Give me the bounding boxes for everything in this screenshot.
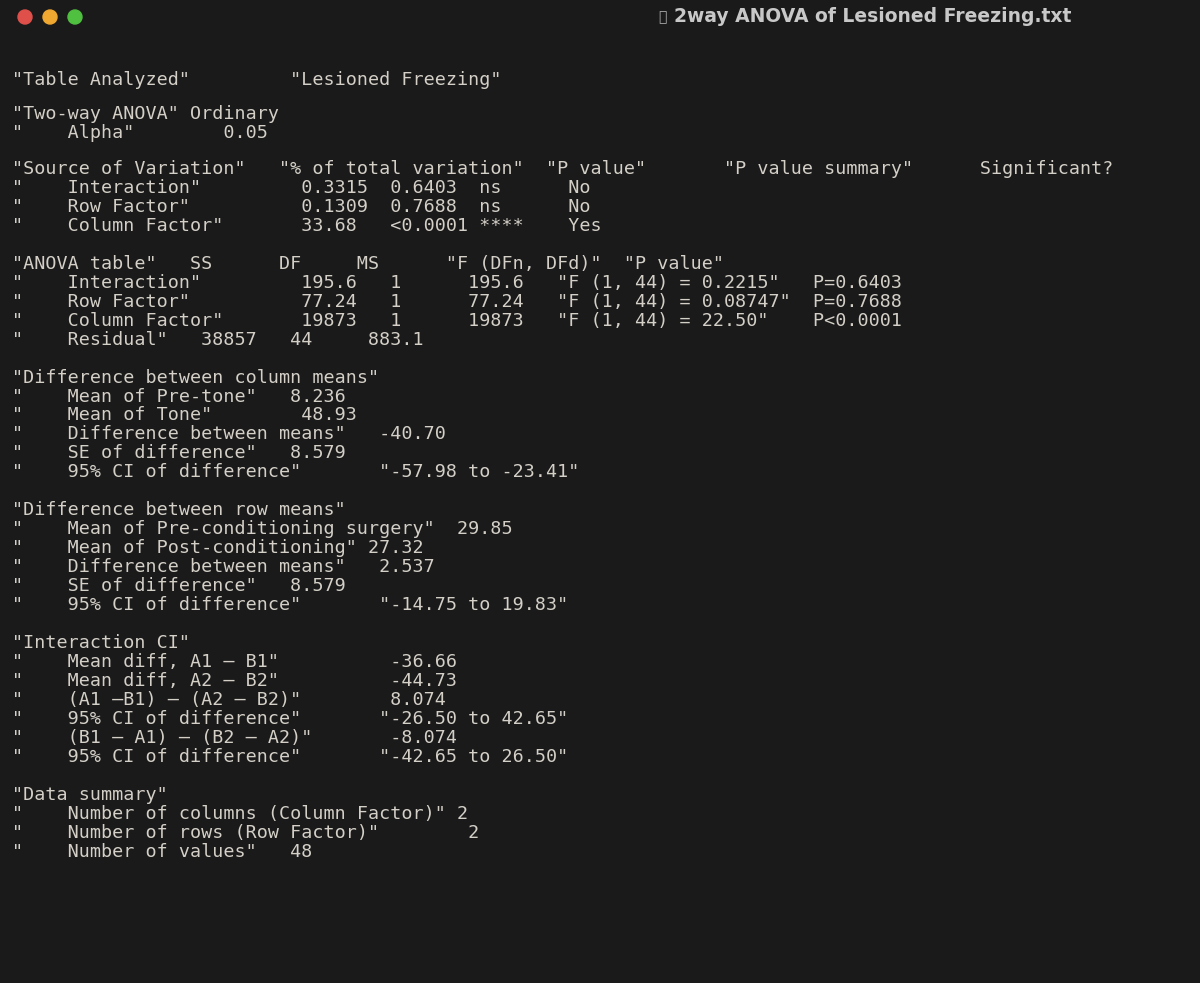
Text: "    95% CI of difference"       "-57.98 to -23.41": " 95% CI of difference" "-57.98 to -23.4… xyxy=(12,463,580,482)
Text: "Two-way ANOVA" Ordinary: "Two-way ANOVA" Ordinary xyxy=(12,105,278,123)
Text: "    Difference between means"   2.537: " Difference between means" 2.537 xyxy=(12,558,434,576)
Text: "Difference between row means": "Difference between row means" xyxy=(12,501,346,519)
Text: 📄: 📄 xyxy=(659,10,672,24)
Text: "    Row Factor"          0.1309  0.7688  ns      No: " Row Factor" 0.1309 0.7688 ns No xyxy=(12,198,590,215)
Circle shape xyxy=(68,10,82,24)
Text: "Difference between column means": "Difference between column means" xyxy=(12,369,379,386)
Text: "Table Analyzed"         "Lesioned Freezing": "Table Analyzed" "Lesioned Freezing" xyxy=(12,71,502,88)
Circle shape xyxy=(18,10,32,24)
Text: "    Number of rows (Row Factor)"        2: " Number of rows (Row Factor)" 2 xyxy=(12,824,479,842)
Text: "    Interaction"         195.6   1      195.6   "F (1, 44) = 0.2215"   P=0.6403: " Interaction" 195.6 1 195.6 "F (1, 44) … xyxy=(12,273,902,292)
Text: "    Number of columns (Column Factor)" 2: " Number of columns (Column Factor)" 2 xyxy=(12,805,468,823)
Text: "    Residual"   38857   44     883.1: " Residual" 38857 44 883.1 xyxy=(12,330,424,349)
Text: "    Mean of Pre-tone"   8.236: " Mean of Pre-tone" 8.236 xyxy=(12,387,346,406)
Circle shape xyxy=(43,10,58,24)
Text: "    Row Factor"          77.24   1      77.24   "F (1, 44) = 0.08747"  P=0.7688: " Row Factor" 77.24 1 77.24 "F (1, 44) =… xyxy=(12,293,902,311)
Text: "Source of Variation"   "% of total variation"  "P value"       "P value summary: "Source of Variation" "% of total variat… xyxy=(12,160,1114,178)
Text: 2way ANOVA of Lesioned Freezing.txt: 2way ANOVA of Lesioned Freezing.txt xyxy=(674,8,1072,27)
Text: "Data summary": "Data summary" xyxy=(12,786,168,804)
Text: "    Column Factor"       33.68   <0.0001 ****    Yes: " Column Factor" 33.68 <0.0001 **** Yes xyxy=(12,216,601,235)
Text: "    Mean diff, A2 – B2"          -44.73: " Mean diff, A2 – B2" -44.73 xyxy=(12,672,457,690)
Text: "    Mean of Tone"        48.93: " Mean of Tone" 48.93 xyxy=(12,407,356,425)
Text: "    95% CI of difference"       "-26.50 to 42.65": " 95% CI of difference" "-26.50 to 42.65… xyxy=(12,710,569,728)
Text: "    Alpha"        0.05: " Alpha" 0.05 xyxy=(12,124,268,142)
Text: "    Interaction"         0.3315  0.6403  ns      No: " Interaction" 0.3315 0.6403 ns No xyxy=(12,179,590,197)
Text: "    95% CI of difference"       "-14.75 to 19.83": " 95% CI of difference" "-14.75 to 19.83… xyxy=(12,597,569,614)
Text: "    Column Factor"       19873   1      19873   "F (1, 44) = 22.50"    P<0.0001: " Column Factor" 19873 1 19873 "F (1, 44… xyxy=(12,312,902,329)
Text: "    Difference between means"   -40.70: " Difference between means" -40.70 xyxy=(12,426,446,443)
Text: "    Mean of Post-conditioning" 27.32: " Mean of Post-conditioning" 27.32 xyxy=(12,540,424,557)
Text: "    (A1 –B1) – (A2 – B2)"        8.074: " (A1 –B1) – (A2 – B2)" 8.074 xyxy=(12,691,446,709)
Text: "    (B1 – A1) – (B2 – A2)"       -8.074: " (B1 – A1) – (B2 – A2)" -8.074 xyxy=(12,729,457,747)
Text: "    Mean of Pre-conditioning surgery"  29.85: " Mean of Pre-conditioning surgery" 29.8… xyxy=(12,520,512,539)
Text: "    SE of difference"   8.579: " SE of difference" 8.579 xyxy=(12,577,346,596)
Text: "    Mean diff, A1 – B1"          -36.66: " Mean diff, A1 – B1" -36.66 xyxy=(12,654,457,671)
Text: "ANOVA table"   SS      DF     MS      "F (DFn, DFd)"  "P value": "ANOVA table" SS DF MS "F (DFn, DFd)" "P… xyxy=(12,255,724,272)
Text: "    SE of difference"   8.579: " SE of difference" 8.579 xyxy=(12,444,346,462)
Text: "    95% CI of difference"       "-42.65 to 26.50": " 95% CI of difference" "-42.65 to 26.50… xyxy=(12,748,569,766)
Text: "    Number of values"   48: " Number of values" 48 xyxy=(12,843,312,861)
Text: "Interaction CI": "Interaction CI" xyxy=(12,634,190,653)
